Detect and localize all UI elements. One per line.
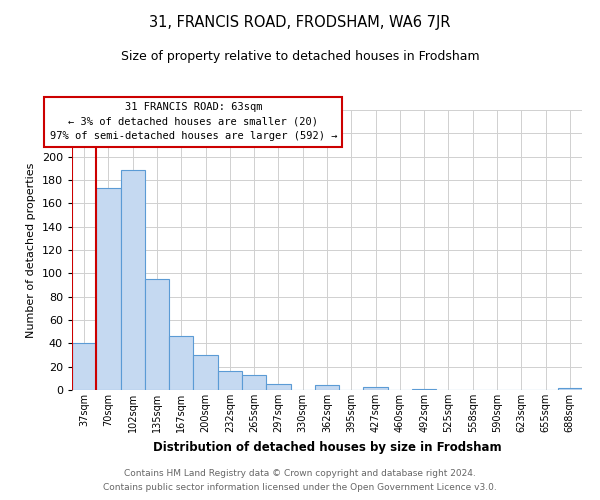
Bar <box>218 372 242 390</box>
Text: Contains public sector information licensed under the Open Government Licence v3: Contains public sector information licen… <box>103 484 497 492</box>
Bar <box>193 355 218 390</box>
Bar <box>72 344 96 390</box>
X-axis label: Distribution of detached houses by size in Frodsham: Distribution of detached houses by size … <box>152 440 502 454</box>
Text: 31, FRANCIS ROAD, FRODSHAM, WA6 7JR: 31, FRANCIS ROAD, FRODSHAM, WA6 7JR <box>149 15 451 30</box>
Bar <box>169 336 193 390</box>
Bar <box>558 388 582 390</box>
Y-axis label: Number of detached properties: Number of detached properties <box>26 162 36 338</box>
Bar <box>315 386 339 390</box>
Bar <box>242 375 266 390</box>
Bar <box>96 188 121 390</box>
Bar <box>266 384 290 390</box>
Bar <box>364 386 388 390</box>
Text: 31 FRANCIS ROAD: 63sqm
← 3% of detached houses are smaller (20)
97% of semi-deta: 31 FRANCIS ROAD: 63sqm ← 3% of detached … <box>50 102 337 142</box>
Text: Contains HM Land Registry data © Crown copyright and database right 2024.: Contains HM Land Registry data © Crown c… <box>124 468 476 477</box>
Text: Size of property relative to detached houses in Frodsham: Size of property relative to detached ho… <box>121 50 479 63</box>
Bar <box>412 389 436 390</box>
Bar <box>121 170 145 390</box>
Bar <box>145 279 169 390</box>
